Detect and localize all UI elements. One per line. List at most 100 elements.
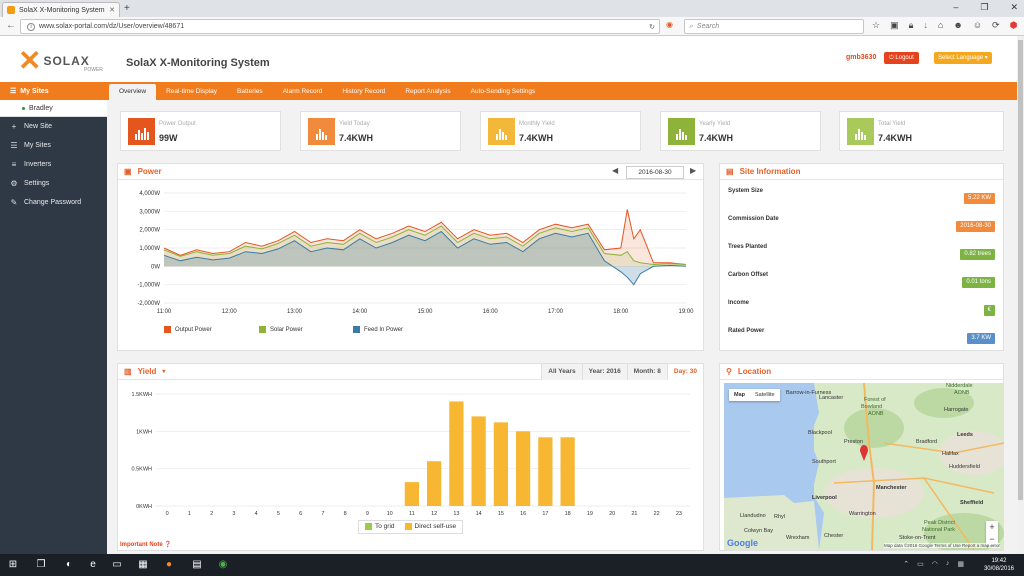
tab-year[interactable]: Year: 2016	[581, 364, 627, 380]
map-footer[interactable]: Map data ©2016 Google Terms of Use Repor…	[883, 543, 1000, 548]
prev-date-icon[interactable]: ◀	[612, 166, 619, 175]
close-window-icon[interactable]: ✕	[1010, 2, 1018, 12]
face-icon[interactable]: ☺	[972, 20, 983, 30]
sidebar-item-my-sites[interactable]: ☰ My Sites	[0, 136, 107, 155]
info-icon: ❓	[164, 542, 172, 548]
series-line-1	[163, 225, 687, 266]
x-tick-label: 15:00	[417, 309, 433, 315]
tab-day[interactable]: Day: 30	[666, 364, 703, 380]
shield-icon[interactable]: ⬢	[1009, 20, 1018, 30]
folder-taskbar-icon[interactable]: ▭	[112, 559, 122, 570]
x-tick-label: 19	[587, 511, 593, 517]
reload-icon[interactable]: ↻	[649, 23, 655, 31]
map-label: Huddersfield	[949, 464, 980, 470]
legend-direct-self-use[interactable]: Direct self-use	[404, 523, 456, 531]
rated-power-badge: 3.7 KW	[967, 333, 995, 344]
legend-solar-power[interactable]: Solar Power	[259, 326, 303, 333]
keyboard-icon[interactable]: ▦	[957, 561, 964, 568]
logout-button[interactable]: ⏻ Logout	[884, 52, 919, 64]
map-label: Colwyn Bay	[744, 528, 774, 534]
clipboard-icon[interactable]: ▣	[890, 20, 899, 30]
store-taskbar-icon[interactable]: ▦	[138, 559, 148, 570]
language-select[interactable]: Select Language ▾	[934, 52, 992, 64]
windows-start-icon[interactable]: ⊞	[8, 559, 18, 570]
map-label: AONB	[868, 411, 884, 417]
tab-report-analysis[interactable]: Report Analysis	[405, 88, 451, 95]
search-box[interactable]: ⌕ Search	[684, 19, 864, 34]
map-type-satellite[interactable]: Satellite	[755, 392, 775, 398]
info-icon[interactable]: i	[27, 22, 35, 31]
star-icon[interactable]: ☆	[872, 20, 881, 30]
bar-chart-icon	[668, 118, 695, 145]
addon-icon[interactable]: ◉	[666, 20, 673, 29]
up-arrow-icon[interactable]: ⌃	[903, 561, 910, 568]
task-view-icon[interactable]: ❐	[36, 559, 46, 570]
browser-tab[interactable]: SolaX X-Monitoring System ✕	[2, 2, 120, 17]
x-tick-label: 14:00	[352, 309, 368, 315]
back-icon[interactable]: ←	[6, 20, 16, 31]
tab-history-record[interactable]: History Record	[342, 88, 386, 95]
app-taskbar-icon[interactable]: ◉	[218, 559, 228, 570]
scrollbar-thumb[interactable]	[1018, 40, 1023, 500]
sidebar-item-my-sites-header[interactable]: ☰ My Sites	[0, 82, 107, 100]
yield-panel-title[interactable]: Yield	[137, 367, 157, 376]
legend-to-grid[interactable]: To grid	[365, 523, 395, 531]
edge-taskbar-icon[interactable]: e	[90, 559, 96, 570]
x-tick-label: 17	[542, 511, 548, 517]
y-tick-label: 1,000W	[139, 246, 160, 252]
sidebar-item-inverters[interactable]: ≡ Inverters	[0, 155, 107, 174]
date-input[interactable]: 2016-08-30	[626, 166, 684, 179]
maximize-icon[interactable]: ❐	[980, 2, 989, 12]
legend-feed-in-power[interactable]: Feed In Power	[353, 326, 403, 333]
x-tick-label: 13:00	[287, 309, 303, 315]
browser-toolbar: ☆ ▣ 🔒︎ ↓ ⌂ ☻ ☺ ⟳ ⬢ ≡	[872, 20, 1024, 31]
sidebar-item-change-password[interactable]: ✎ Change Password	[0, 193, 107, 212]
new-tab-icon[interactable]: +	[124, 3, 130, 14]
tab-auto-sending-settings[interactable]: Auto-Sending Settings	[470, 88, 536, 95]
wifi-icon[interactable]: ◠	[931, 561, 938, 568]
tab-real-time-display[interactable]: Real-time Display	[166, 88, 218, 95]
sidebar-site-item[interactable]: Bradley	[0, 100, 107, 117]
tab-alarm-record[interactable]: Alarm Record	[282, 88, 323, 95]
tab-all-years[interactable]: All Years	[541, 364, 582, 380]
calculator-taskbar-icon[interactable]: ▤	[192, 559, 202, 570]
tab-month[interactable]: Month: 8	[626, 364, 667, 380]
zoom-out-button[interactable]: −	[989, 534, 995, 544]
series-line-2	[163, 230, 687, 286]
map-type-map[interactable]: Map	[734, 392, 745, 398]
legend-label: To grid	[375, 523, 395, 531]
minimize-icon[interactable]: –	[953, 2, 959, 12]
home-icon[interactable]: ⌂	[937, 20, 944, 30]
volume-icon[interactable]: ♪	[945, 560, 950, 567]
page-scrollbar[interactable]	[1017, 36, 1024, 554]
chat-icon[interactable]: ☻	[953, 20, 963, 30]
battery-icon[interactable]: ▭	[917, 561, 924, 568]
lock-icon[interactable]: 🔒︎	[908, 20, 914, 30]
sidebar-item-new-site[interactable]: + New Site	[0, 117, 107, 136]
dropdown-icon[interactable]: ▾	[162, 369, 166, 375]
bar-direct-self-use	[560, 437, 575, 506]
download-icon[interactable]: ↓	[923, 20, 928, 30]
browser-taskbar-icon[interactable]: ◐	[65, 559, 73, 570]
sync-icon[interactable]: ⟳	[992, 20, 1000, 30]
next-date-icon[interactable]: ▶	[690, 166, 697, 175]
map[interactable]: Map Satellite Barrow-in-Furness Lancaste…	[724, 383, 1004, 550]
bar-direct-self-use	[427, 461, 442, 506]
taskbar-clock[interactable]: 19:42 30/08/2016	[984, 557, 1014, 573]
legend-swatch	[164, 326, 171, 333]
legend-output-power[interactable]: Output Power	[164, 326, 212, 333]
important-note-link[interactable]: Important Note ❓	[120, 541, 172, 548]
username[interactable]: gmb3630	[846, 54, 877, 61]
sidebar-item-label: My Sites	[24, 142, 51, 149]
zoom-in-button[interactable]: +	[989, 522, 995, 532]
tab-overview[interactable]: Overview	[109, 84, 157, 100]
kpi-total-yield: Total Yield 7.4KWH	[839, 111, 1004, 151]
url-bar[interactable]: i www.solax-portal.com/dz/User/overview/…	[20, 19, 660, 34]
firefox-taskbar-icon[interactable]: ●	[165, 559, 173, 570]
kpi-value: 7.4KWH	[519, 133, 554, 143]
sidebar-item-settings[interactable]: ⚙ Settings	[0, 174, 107, 193]
site-info-label: System Size	[728, 188, 764, 194]
tab-batteries[interactable]: Batteries	[237, 88, 263, 95]
close-tab-icon[interactable]: ✕	[109, 7, 115, 14]
